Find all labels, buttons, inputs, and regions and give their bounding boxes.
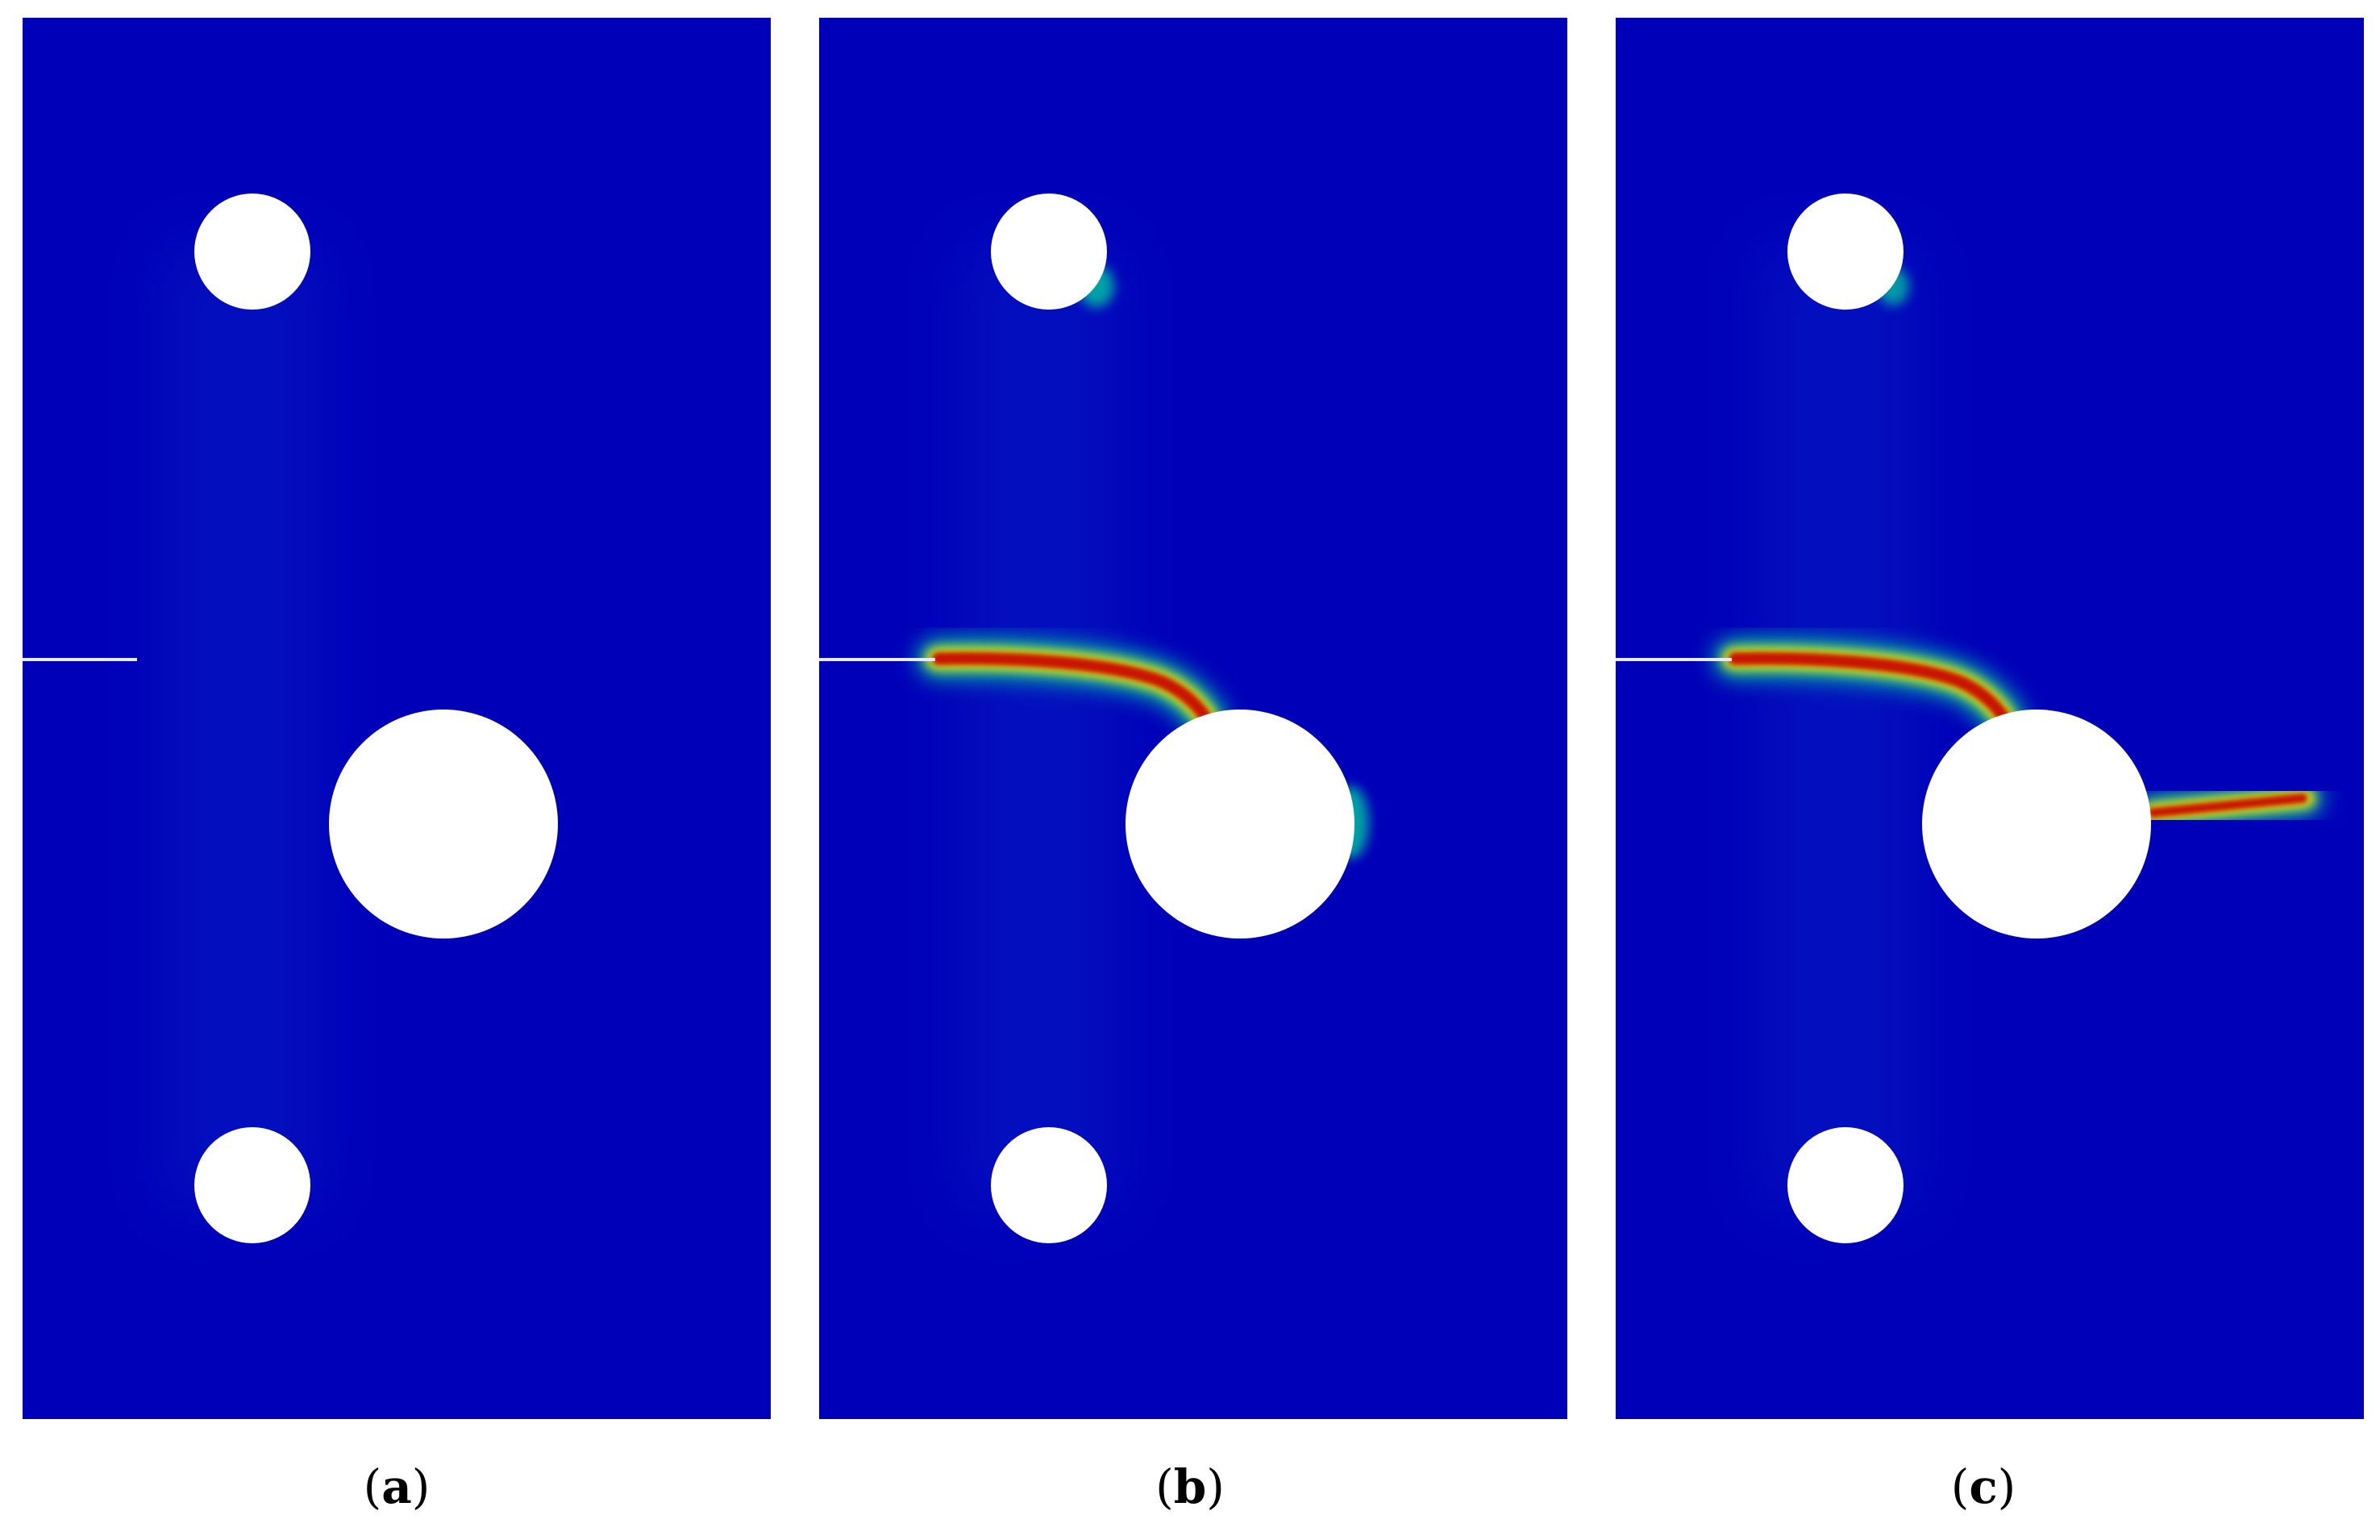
hole-top-a	[194, 194, 310, 310]
crack-c-upper	[1715, 639, 2024, 739]
crack-c-right	[2135, 782, 2322, 829]
caption-a: (a)	[276, 1463, 518, 1510]
hole-center-b	[1126, 710, 1354, 939]
panel-a	[23, 18, 771, 1419]
caption-c-close: )	[1997, 1459, 2016, 1514]
caption-a-letter: a	[381, 1459, 412, 1514]
caption-b: (b)	[1069, 1463, 1311, 1510]
hole-center-c	[1922, 710, 2151, 939]
caption-a-close: )	[411, 1459, 431, 1514]
caption-a-open: (	[363, 1459, 382, 1514]
caption-b-close: )	[1206, 1459, 1225, 1514]
crack-b	[918, 639, 1226, 739]
panel-c	[1616, 18, 2364, 1419]
caption-c: (c)	[1862, 1463, 2104, 1510]
caption-c-letter: c	[1969, 1459, 1998, 1514]
panel-b	[819, 18, 1567, 1419]
plate-a	[23, 18, 771, 1419]
hole-top-b	[991, 194, 1107, 310]
hole-bottom-a	[194, 1127, 310, 1243]
caption-b-letter: b	[1173, 1459, 1207, 1514]
hole-bottom-b	[991, 1127, 1107, 1243]
hole-top-c	[1787, 194, 1904, 310]
hole-center-a	[329, 710, 558, 939]
hole-bottom-c	[1787, 1127, 1904, 1243]
caption-c-open: (	[1950, 1459, 1970, 1514]
caption-b-open: (	[1155, 1459, 1174, 1514]
